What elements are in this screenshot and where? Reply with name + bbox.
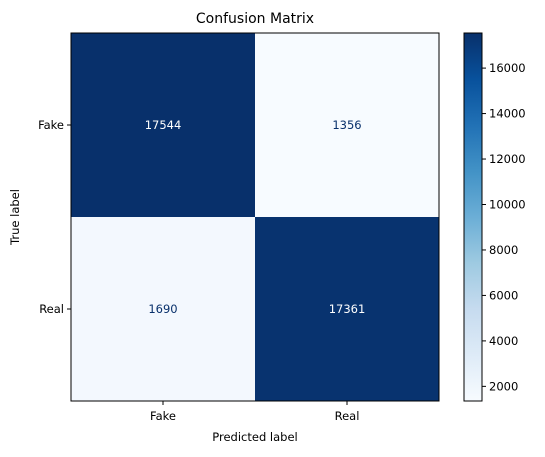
y-axis-label: True label	[8, 189, 22, 246]
cell-value-label: 17544	[145, 118, 182, 132]
colorbar-tick-label: 8000	[489, 243, 518, 257]
x-tick-label: Real	[335, 409, 360, 423]
cell-value-label: 1690	[148, 302, 177, 316]
colorbar-tick-label: 2000	[489, 379, 518, 393]
y-axis-ticks: Fake Real	[38, 118, 71, 316]
y-tick-label: Fake	[38, 118, 64, 132]
colorbar-tick-label: 16000	[489, 61, 526, 75]
cell-value-label: 1356	[332, 118, 361, 132]
colorbar-ticks: 2000 4000 6000 8000 10000 12000 14000 16000	[482, 61, 526, 393]
colorbar-tick-label: 6000	[489, 288, 518, 302]
x-axis-label: Predicted label	[212, 430, 297, 444]
cell-value-label: 17361	[329, 302, 366, 316]
x-axis-ticks: Fake Real	[150, 401, 359, 423]
chart-title: Confusion Matrix	[196, 11, 314, 27]
colorbar-tick-label: 4000	[489, 334, 518, 348]
x-tick-label: Fake	[150, 409, 176, 423]
colorbar	[464, 33, 482, 401]
colorbar-tick-label: 14000	[489, 107, 526, 121]
colorbar-tick-label: 12000	[489, 152, 526, 166]
matrix-cells: 17544 1356 1690 17361	[71, 33, 439, 401]
y-tick-label: Real	[39, 302, 64, 316]
colorbar-tick-label: 10000	[489, 197, 526, 211]
